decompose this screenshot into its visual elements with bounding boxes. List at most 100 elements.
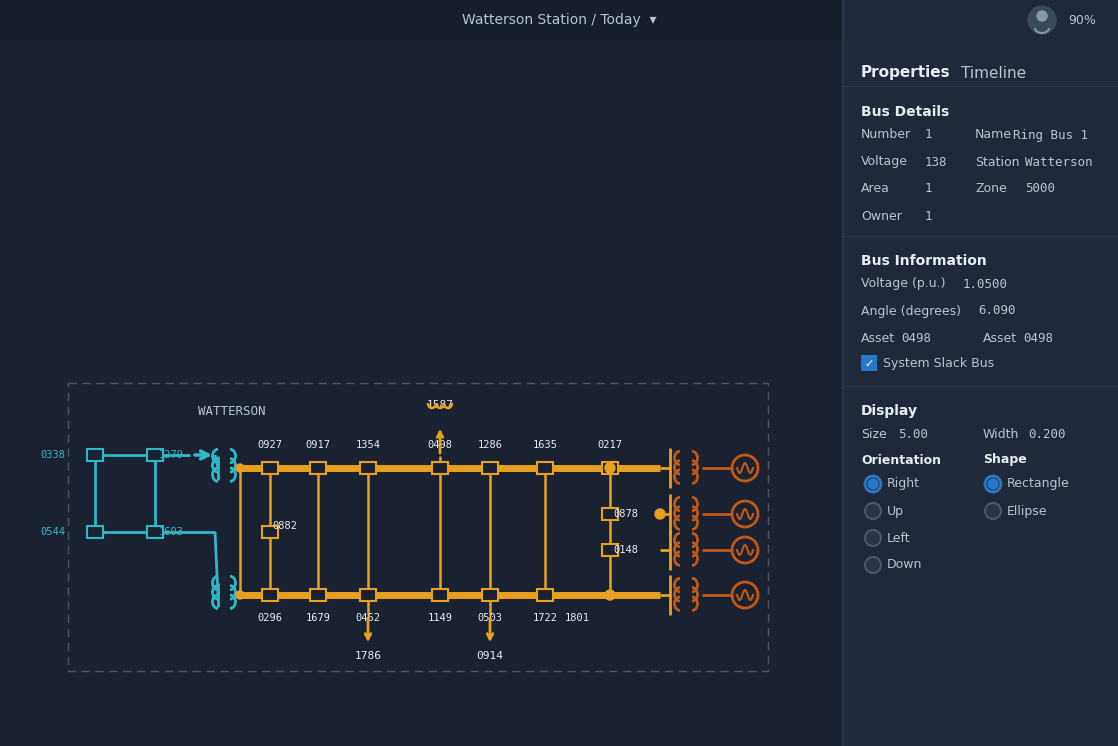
Circle shape (1038, 11, 1046, 21)
Text: 0878: 0878 (613, 509, 638, 519)
Bar (843, 0, 1118, 746)
Text: 6.090: 6.090 (978, 304, 1015, 318)
Bar (262, 589, 278, 601)
Bar (262, 462, 278, 474)
Text: Down: Down (887, 559, 922, 571)
Text: 0338: 0338 (40, 450, 65, 460)
Text: Number: Number (861, 128, 911, 142)
Text: Owner: Owner (861, 210, 902, 222)
Text: 0.200: 0.200 (1027, 427, 1065, 440)
Text: 0927: 0927 (257, 440, 283, 450)
Text: Watterson Station / Today  ▾: Watterson Station / Today ▾ (462, 13, 656, 27)
Text: 0503: 0503 (477, 613, 502, 623)
Text: Up: Up (887, 504, 904, 518)
Bar (360, 589, 376, 601)
Text: 1279: 1279 (159, 450, 184, 460)
Text: 0296: 0296 (257, 613, 283, 623)
Circle shape (605, 463, 615, 473)
Text: WATTERSON: WATTERSON (198, 405, 265, 418)
Bar (87, 526, 103, 538)
Text: Name: Name (975, 128, 1012, 142)
Text: Bus Details: Bus Details (861, 105, 949, 119)
Circle shape (236, 591, 244, 599)
Circle shape (236, 464, 244, 472)
Bar (0, 0, 1118, 40)
Circle shape (865, 476, 881, 492)
Bar (146, 526, 163, 538)
Text: 5.00: 5.00 (898, 427, 928, 440)
Circle shape (732, 455, 758, 481)
Text: Rectangle: Rectangle (1007, 477, 1070, 491)
Text: 1635: 1635 (532, 440, 558, 450)
Bar (601, 544, 618, 556)
Bar (861, 355, 877, 371)
Text: Ellipse: Ellipse (1007, 504, 1048, 518)
Circle shape (655, 509, 665, 519)
Bar (482, 462, 498, 474)
Text: 1587: 1587 (426, 400, 454, 410)
Text: 0462: 0462 (356, 613, 380, 623)
Text: Right: Right (887, 477, 920, 491)
Text: Ring Bus 1: Ring Bus 1 (1013, 128, 1088, 142)
Text: 0498: 0498 (427, 440, 453, 450)
Circle shape (1027, 6, 1057, 34)
Text: Size: Size (861, 427, 887, 440)
Text: 1801: 1801 (565, 613, 589, 623)
Text: Properties: Properties (861, 66, 950, 81)
Circle shape (985, 503, 1001, 519)
Circle shape (732, 582, 758, 608)
Text: 0917: 0917 (305, 440, 331, 450)
Circle shape (151, 451, 159, 459)
Text: Voltage: Voltage (861, 155, 908, 169)
Bar (310, 589, 326, 601)
Bar (432, 462, 448, 474)
Circle shape (732, 501, 758, 527)
Text: Timeline: Timeline (961, 66, 1026, 81)
Bar (87, 449, 103, 461)
Text: 0217: 0217 (597, 440, 623, 450)
Text: Display: Display (861, 404, 918, 418)
Text: Area: Area (861, 183, 890, 195)
Text: Station: Station (975, 155, 1020, 169)
Circle shape (865, 530, 881, 546)
Text: 5000: 5000 (1025, 183, 1055, 195)
Text: 1.0500: 1.0500 (963, 278, 1008, 290)
Bar (601, 462, 618, 474)
Circle shape (732, 537, 758, 563)
Text: Width: Width (983, 427, 1020, 440)
Text: 1722: 1722 (532, 613, 558, 623)
Text: 1: 1 (925, 128, 932, 142)
Text: 1354: 1354 (356, 440, 380, 450)
Circle shape (988, 479, 998, 489)
Text: 90%: 90% (1068, 13, 1096, 27)
Text: Angle (degrees): Angle (degrees) (861, 304, 961, 318)
Circle shape (865, 557, 881, 573)
Text: Zone: Zone (975, 183, 1006, 195)
Text: Left: Left (887, 531, 911, 545)
Bar (310, 462, 326, 474)
Bar (482, 589, 498, 601)
Text: Asset: Asset (861, 331, 896, 345)
Text: 138: 138 (925, 155, 947, 169)
Bar (537, 589, 553, 601)
Text: 1786: 1786 (354, 651, 381, 661)
Text: 1286: 1286 (477, 440, 502, 450)
Circle shape (151, 528, 159, 536)
Bar (537, 462, 553, 474)
Text: Voltage (p.u.): Voltage (p.u.) (861, 278, 946, 290)
Circle shape (91, 451, 100, 459)
Text: 1603: 1603 (159, 527, 184, 537)
Text: 0544: 0544 (40, 527, 65, 537)
Bar (262, 526, 278, 538)
Circle shape (605, 590, 615, 600)
Bar (432, 589, 448, 601)
Text: Bus Information: Bus Information (861, 254, 987, 268)
Text: 0498: 0498 (1023, 331, 1053, 345)
Text: Orientation: Orientation (861, 454, 941, 466)
Bar (601, 508, 618, 520)
Text: 1679: 1679 (305, 613, 331, 623)
Text: 1149: 1149 (427, 613, 453, 623)
Circle shape (868, 479, 878, 489)
Text: 1: 1 (925, 210, 932, 222)
Circle shape (985, 476, 1001, 492)
